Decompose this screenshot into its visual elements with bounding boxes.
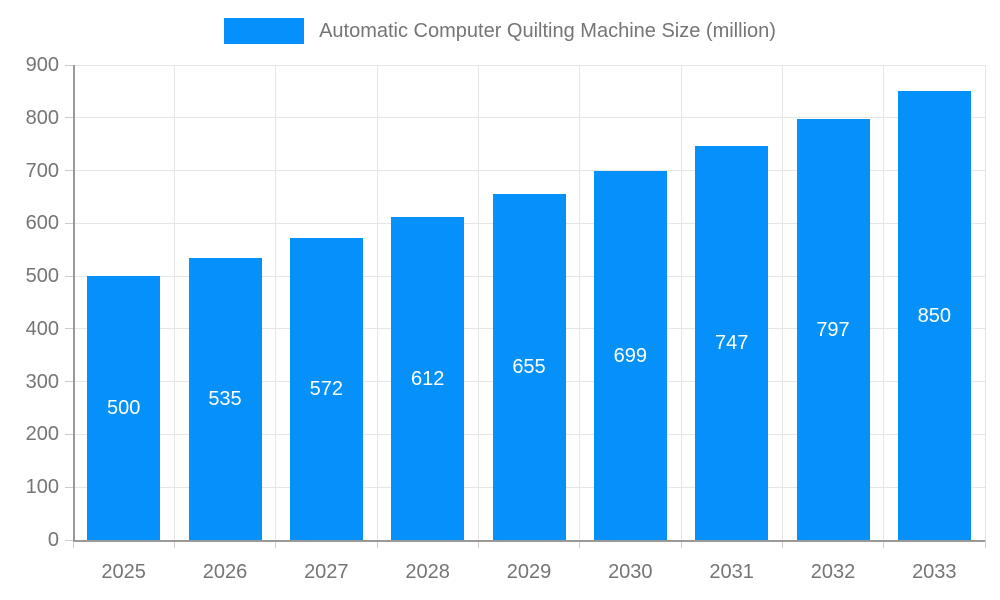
y-tick xyxy=(65,222,73,224)
v-gridline xyxy=(984,65,986,540)
x-tick xyxy=(984,540,986,548)
legend-swatch xyxy=(224,18,305,44)
x-tick xyxy=(579,540,581,548)
x-tick xyxy=(781,540,783,548)
x-tick xyxy=(376,540,378,548)
bar xyxy=(593,171,667,540)
bar-value-label: 850 xyxy=(917,304,952,327)
v-gridline xyxy=(173,65,175,540)
y-tick xyxy=(65,328,73,330)
y-axis-tick-label: 800 xyxy=(25,106,59,129)
bar-value-label: 655 xyxy=(512,356,546,379)
h-gridline xyxy=(73,64,985,66)
y-tick xyxy=(65,381,73,383)
v-gridline xyxy=(680,65,682,540)
y-axis-tick-label: 900 xyxy=(25,54,59,76)
y-tick xyxy=(65,170,73,172)
legend-item[interactable]: Automatic Computer Quilting Machine Size… xyxy=(0,18,1000,44)
y-tick xyxy=(65,433,73,435)
y-tick xyxy=(65,539,73,541)
bar-value-label: 500 xyxy=(106,397,141,420)
bar xyxy=(492,194,566,540)
bar xyxy=(391,217,465,540)
bar xyxy=(695,145,769,540)
legend-label: Automatic Computer Quilting Machine Size… xyxy=(319,19,776,42)
v-gridline xyxy=(376,65,378,540)
v-gridline xyxy=(579,65,581,540)
v-gridline xyxy=(883,65,885,540)
bar-value-label: 699 xyxy=(613,344,648,367)
x-axis-tick-label: 2033 xyxy=(912,561,957,583)
v-gridline xyxy=(477,65,479,540)
y-tick xyxy=(65,117,73,119)
y-axis-tick-label: 700 xyxy=(25,159,59,182)
x-axis-tick-label: 2028 xyxy=(405,561,450,583)
y-axis-tick-label: 500 xyxy=(25,265,59,288)
bar xyxy=(289,238,363,540)
bar-value-label: 572 xyxy=(309,378,344,401)
x-tick xyxy=(680,540,682,548)
v-gridline xyxy=(275,65,277,540)
bar xyxy=(796,119,870,540)
x-axis-tick-label: 2025 xyxy=(101,561,146,583)
bar-value-label: 747 xyxy=(714,331,749,354)
bar-value-label: 535 xyxy=(208,387,242,410)
y-axis-tick-label: 100 xyxy=(25,476,59,499)
y-tick xyxy=(65,64,73,66)
bar-value-label: 612 xyxy=(410,367,445,390)
bar xyxy=(87,276,161,540)
x-axis-tick-label: 2027 xyxy=(304,561,349,583)
y-axis-tick-label: 200 xyxy=(25,423,59,446)
y-tick xyxy=(65,275,73,277)
h-gridline xyxy=(73,117,985,119)
x-axis-line xyxy=(73,540,985,542)
y-axis-tick-label: 0 xyxy=(47,529,59,551)
y-tick xyxy=(65,486,73,488)
v-gridline xyxy=(781,65,783,540)
y-axis-tick-label: 300 xyxy=(25,370,59,393)
y-axis-tick-label: 400 xyxy=(25,317,59,340)
h-gridline xyxy=(73,170,985,172)
x-tick xyxy=(477,540,479,548)
x-tick xyxy=(173,540,175,548)
x-axis-tick-label: 2032 xyxy=(810,561,856,583)
x-tick xyxy=(72,540,74,548)
x-axis-tick-label: 2031 xyxy=(709,561,754,583)
bar-value-label: 797 xyxy=(816,318,850,341)
x-tick xyxy=(275,540,277,548)
x-axis-tick-label: 2030 xyxy=(608,561,653,583)
x-axis-tick-label: 2029 xyxy=(506,561,552,583)
x-axis-tick-label: 2026 xyxy=(202,561,248,583)
bar xyxy=(188,257,262,540)
y-axis-tick-label: 600 xyxy=(25,212,59,235)
x-tick xyxy=(883,540,885,548)
bar xyxy=(897,91,971,540)
y-axis-line xyxy=(73,65,75,542)
